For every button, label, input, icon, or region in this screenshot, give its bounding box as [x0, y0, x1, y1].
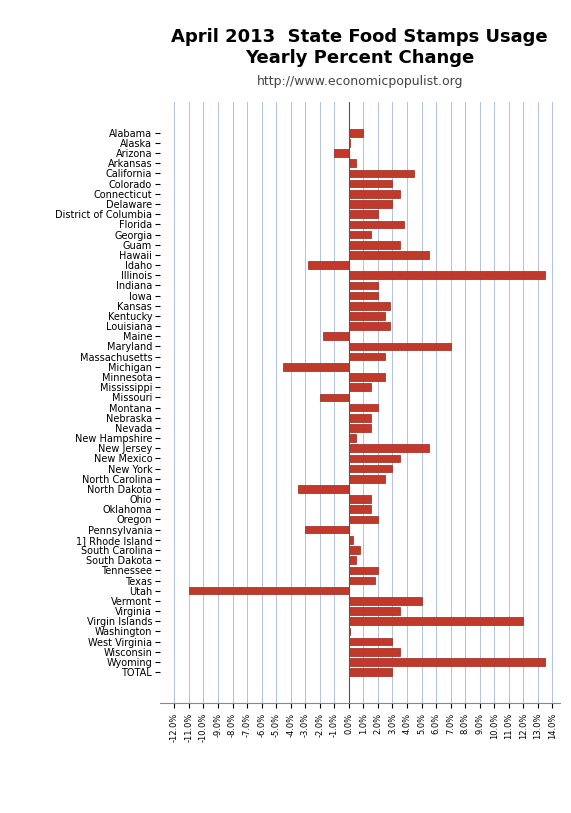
- Bar: [349, 312, 385, 320]
- Bar: [349, 597, 421, 605]
- Bar: [349, 546, 360, 554]
- Bar: [323, 333, 349, 340]
- Bar: [298, 485, 349, 493]
- Bar: [305, 526, 349, 533]
- Bar: [349, 292, 378, 299]
- Bar: [349, 159, 356, 167]
- Bar: [349, 434, 356, 441]
- Bar: [349, 373, 385, 380]
- Bar: [349, 170, 414, 177]
- Bar: [349, 454, 400, 463]
- Bar: [349, 506, 371, 513]
- Bar: [349, 272, 545, 279]
- Bar: [349, 515, 378, 524]
- Bar: [349, 424, 371, 432]
- Bar: [349, 302, 389, 310]
- Bar: [349, 190, 400, 198]
- Bar: [349, 648, 400, 655]
- Bar: [349, 414, 371, 421]
- Bar: [349, 231, 371, 238]
- Bar: [189, 587, 349, 594]
- Bar: [349, 637, 392, 646]
- Bar: [308, 261, 349, 269]
- Bar: [349, 475, 385, 483]
- Bar: [349, 576, 375, 585]
- Bar: [349, 251, 429, 259]
- Bar: [349, 536, 353, 544]
- Text: Yearly Percent Change: Yearly Percent Change: [245, 49, 475, 67]
- Bar: [349, 180, 392, 188]
- Bar: [349, 211, 378, 218]
- Bar: [349, 322, 389, 330]
- Bar: [349, 617, 523, 625]
- Bar: [334, 150, 349, 157]
- Bar: [349, 607, 400, 615]
- Bar: [349, 200, 392, 208]
- Bar: [349, 139, 350, 147]
- Text: http://www.economicpopulist.org: http://www.economicpopulist.org: [256, 75, 463, 88]
- Text: April 2013  State Food Stamps Usage: April 2013 State Food Stamps Usage: [171, 28, 548, 46]
- Bar: [349, 353, 385, 360]
- Bar: [349, 220, 404, 228]
- Bar: [349, 445, 429, 452]
- Bar: [349, 628, 350, 635]
- Bar: [349, 404, 378, 411]
- Bar: [349, 384, 371, 391]
- Bar: [349, 668, 392, 676]
- Bar: [283, 363, 349, 371]
- Bar: [349, 281, 378, 289]
- Bar: [349, 241, 400, 249]
- Bar: [349, 129, 363, 137]
- Bar: [349, 567, 378, 574]
- Bar: [349, 465, 392, 472]
- Bar: [349, 658, 545, 666]
- Bar: [349, 495, 371, 503]
- Bar: [349, 342, 451, 350]
- Bar: [349, 556, 356, 564]
- Bar: [320, 393, 349, 401]
